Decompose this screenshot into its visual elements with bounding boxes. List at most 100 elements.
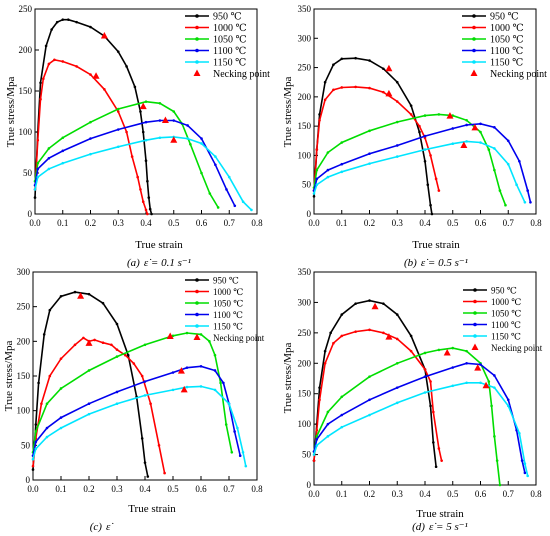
series-point-b-3-6 xyxy=(423,134,427,138)
legend-label-b-3: 1100 ℃ xyxy=(490,46,523,57)
series-point-c-4-11 xyxy=(227,402,231,406)
series-point-b-0-12 xyxy=(423,159,427,163)
y-tick-label-d-3: 150 xyxy=(298,389,312,399)
series-point-d-2-15 xyxy=(498,483,502,487)
series-point-c-2-10 xyxy=(208,340,211,343)
legend-marker-a-2 xyxy=(195,37,199,41)
series-point-b-1-8 xyxy=(382,90,385,94)
legend-marker-b-0 xyxy=(472,14,476,18)
series-point-a-1-12 xyxy=(130,155,134,158)
series-point-b-4-3 xyxy=(340,170,344,174)
x-tick-label-a-1: 0.1 xyxy=(57,218,68,228)
legend-marker-d-0 xyxy=(473,288,477,292)
series-point-c-0-12 xyxy=(140,437,144,440)
legend-marker-c-1 xyxy=(195,289,199,294)
x-tick-label-c-5: 0.5 xyxy=(167,484,179,494)
series-point-a-2-3 xyxy=(61,136,65,140)
series-point-d-1-6 xyxy=(354,330,357,333)
series-point-d-0-10 xyxy=(409,334,413,338)
legend-marker-b-1 xyxy=(472,25,476,30)
series-point-a-3-6 xyxy=(144,120,148,124)
series-point-d-3-8 xyxy=(465,361,468,365)
y-tick-label-d-1: 50 xyxy=(302,450,312,460)
necking-marker-b-0 xyxy=(385,64,393,72)
series-point-d-2-2 xyxy=(326,410,330,414)
series-point-b-2-14 xyxy=(504,203,507,207)
series-point-c-3-4 xyxy=(87,402,91,406)
series-point-d-3-1 xyxy=(315,438,319,441)
series-point-c-2-3 xyxy=(59,387,63,390)
series-point-c-1-2 xyxy=(40,402,43,406)
series-point-b-0-11 xyxy=(418,130,421,134)
series-point-b-1-6 xyxy=(354,85,357,89)
series-point-a-1-13 xyxy=(136,175,139,179)
legend-label-b-2: 1050 ℃ xyxy=(490,35,524,46)
x-tick-label-a-5: 0.5 xyxy=(168,218,180,228)
series-point-b-1-4 xyxy=(332,88,335,92)
x-tick-label-a-7: 0.7 xyxy=(224,218,236,228)
legend-marker-d-3 xyxy=(473,322,477,327)
series-point-a-1-11 xyxy=(125,130,128,134)
series-point-c-2-4 xyxy=(87,369,91,372)
series-line-c-3 xyxy=(32,365,241,456)
xlabel-a: True strain xyxy=(135,239,183,251)
series-point-d-3-2 xyxy=(326,422,330,426)
series-point-c-2-8 xyxy=(185,331,189,335)
series-line-c-0 xyxy=(32,291,149,477)
necking-marker-a-0 xyxy=(100,32,108,39)
series-point-c-2-13 xyxy=(224,423,228,426)
series-point-b-4-7 xyxy=(451,142,455,146)
legend-label-a-0: 950 ℃ xyxy=(213,12,242,23)
series-point-a-4-13 xyxy=(241,200,245,203)
series-point-a-1-14 xyxy=(139,188,142,191)
series-point-d-4-11 xyxy=(506,404,510,408)
series-point-c-0-6 xyxy=(73,290,77,294)
caption-a: (a) ε̇ = 0.1 s⁻¹ xyxy=(127,257,191,269)
ticks-a: 0.0 0.1 0.2 0.3 0.4 0.5 0.6 0.7 0.8 0 50 100 150 200 2… xyxy=(19,4,264,228)
y-tick-label-d-4: 200 xyxy=(298,358,312,368)
series-point-b-2-3 xyxy=(340,141,344,144)
series-point-c-1-4 xyxy=(59,357,63,360)
series-point-a-3-7 xyxy=(158,119,162,122)
series-point-a-1-3 xyxy=(42,77,45,80)
series-point-c-1-17 xyxy=(163,471,166,475)
series-point-b-1-13 xyxy=(429,154,432,157)
series-point-c-2-5 xyxy=(115,355,119,358)
legend-marker-c-4 xyxy=(195,324,199,328)
caption-rate-c: ε̇ xyxy=(106,521,114,533)
x-tick-label-d-4: 0.4 xyxy=(419,489,431,499)
series-point-d-1-15 xyxy=(440,459,443,462)
series-point-a-2-6 xyxy=(144,100,148,103)
necking-marker-a-4 xyxy=(170,136,178,143)
series-point-b-4-6 xyxy=(423,148,427,151)
series-point-c-0-8 xyxy=(101,301,105,305)
series-point-c-0-7 xyxy=(87,292,91,296)
necking-marker-b-1 xyxy=(385,89,393,97)
series-point-c-0-5 xyxy=(59,294,63,298)
series-point-a-4-2 xyxy=(47,167,51,171)
panel-b: 0.0 0.1 0.2 0.3 0.4 0.5 0.6 0.7 0.8 0 50 100 150 200 2… xyxy=(282,4,547,269)
series-point-b-4-8 xyxy=(465,140,468,143)
series-point-b-3-5 xyxy=(395,144,399,147)
panel-a: 0.0 0.1 0.2 0.3 0.4 0.5 0.6 0.7 0.8 0 50 100 150 200 2… xyxy=(5,4,270,269)
series-point-b-3-9 xyxy=(479,122,482,126)
ticks-d: 0.0 0.1 0.2 0.3 0.4 0.5 0.6 0.7 0.8 0 50 100 150 200 2… xyxy=(298,267,543,499)
series-point-d-4-13 xyxy=(523,462,527,466)
series-point-a-3-1 xyxy=(36,167,40,171)
series-point-c-1-12 xyxy=(124,353,127,357)
series-point-a-1-2 xyxy=(39,97,42,101)
series-point-d-4-10 xyxy=(493,386,496,389)
series-point-c-3-7 xyxy=(171,371,175,374)
series-point-b-2-2 xyxy=(326,151,330,154)
series-point-a-0-18 xyxy=(147,196,151,199)
series-point-d-0-12 xyxy=(429,404,432,408)
necking-marker-a-3 xyxy=(161,116,169,124)
series-point-a-2-2 xyxy=(47,147,51,150)
x-tick-label-c-8: 0.8 xyxy=(251,484,263,494)
series-point-c-4-10 xyxy=(213,388,217,392)
series-point-a-4-12 xyxy=(227,175,231,179)
series-point-c-4-0 xyxy=(31,457,35,461)
series-point-d-0-5 xyxy=(340,313,344,316)
legend-label-d-2: 1050 ℃ xyxy=(491,309,521,319)
series-point-a-1-6 xyxy=(61,60,65,63)
